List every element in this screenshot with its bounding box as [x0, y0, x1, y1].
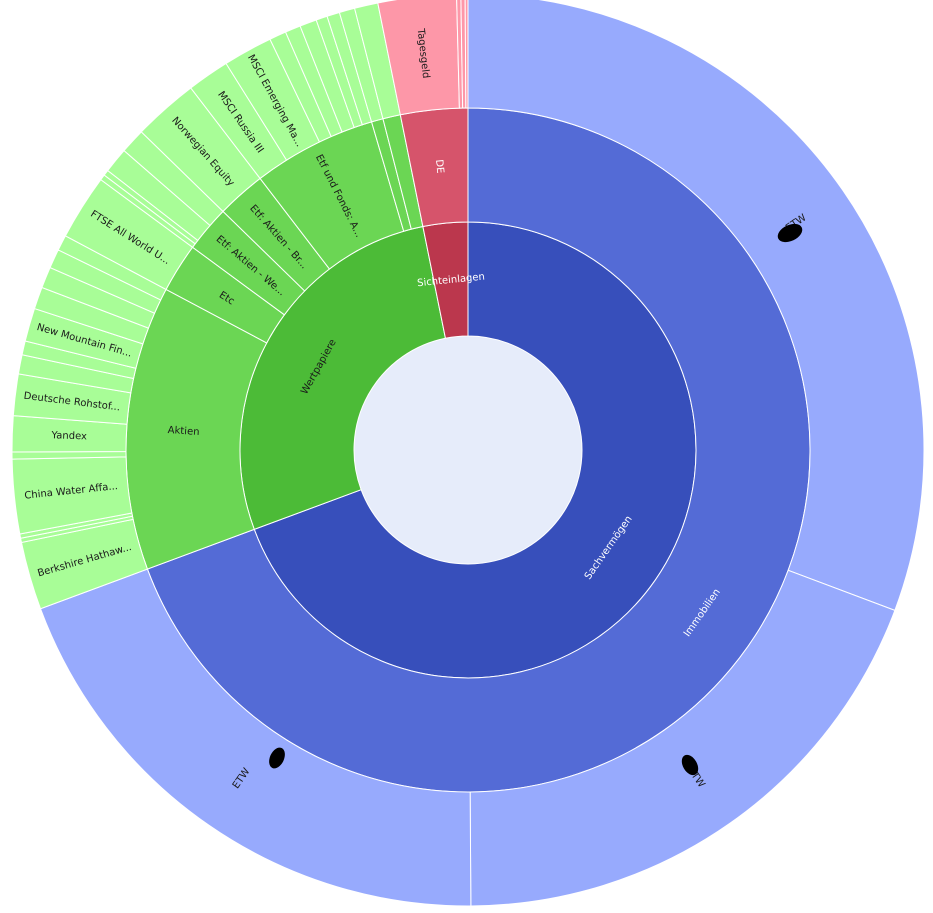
redaction-mark: [681, 754, 699, 776]
redaction-mark: [269, 747, 285, 769]
segment-label: DE: [433, 159, 445, 174]
redaction-mark: [777, 223, 803, 243]
segment-ring3-unlabeled-35[interactable]: [464, 0, 469, 109]
segments-layer: [11, 0, 925, 907]
segment-ring3-etw-2[interactable]: [39, 568, 472, 907]
center-disc: [354, 336, 582, 564]
segment-ring3-etw-0[interactable]: [467, 0, 925, 612]
segment-label: Aktien: [167, 425, 199, 438]
redaction-marks: [269, 223, 803, 776]
segment-label: Yandex: [50, 430, 87, 442]
segment-ring3-etw-1[interactable]: [469, 569, 896, 907]
